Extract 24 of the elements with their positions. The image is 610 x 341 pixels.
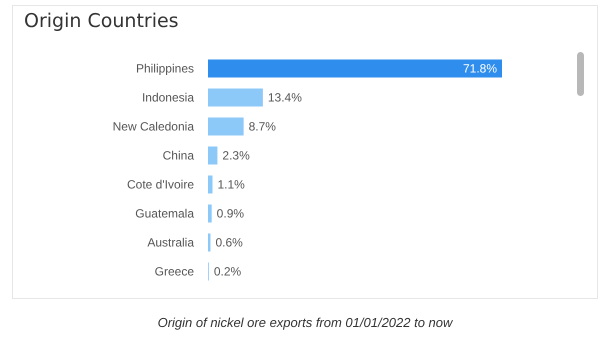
bar <box>208 118 244 136</box>
bar <box>208 146 218 164</box>
bar <box>208 204 212 222</box>
data-label: 0.9% <box>216 206 244 220</box>
data-label: 1.1% <box>218 178 246 192</box>
bar <box>208 176 213 194</box>
y-tick-label: Cote d'Ivoire <box>127 178 194 192</box>
data-label: 0.2% <box>214 264 242 278</box>
y-tick-label: Guatemala <box>135 206 194 220</box>
bar <box>208 60 502 78</box>
data-label: 0.6% <box>215 236 244 250</box>
data-label: 8.7% <box>248 120 276 134</box>
chart-title: Origin Countries <box>24 10 179 32</box>
y-tick-label: Philippines <box>136 62 194 76</box>
text: Origin of nickel ore exports from 01/01/2022 to now <box>156 315 454 330</box>
data-label: 71.8% <box>462 62 498 76</box>
y-tick-label: Indonesia <box>142 90 194 104</box>
y-tick-label: New Caledonia <box>112 120 194 134</box>
y-tick-label: Greece <box>154 264 194 278</box>
y-tick-label: Australia <box>147 236 194 250</box>
data-label: 2.3% <box>222 148 250 162</box>
data-label: 13.4% <box>268 90 302 104</box>
y-tick-label: China <box>162 148 194 162</box>
bar <box>208 88 263 106</box>
